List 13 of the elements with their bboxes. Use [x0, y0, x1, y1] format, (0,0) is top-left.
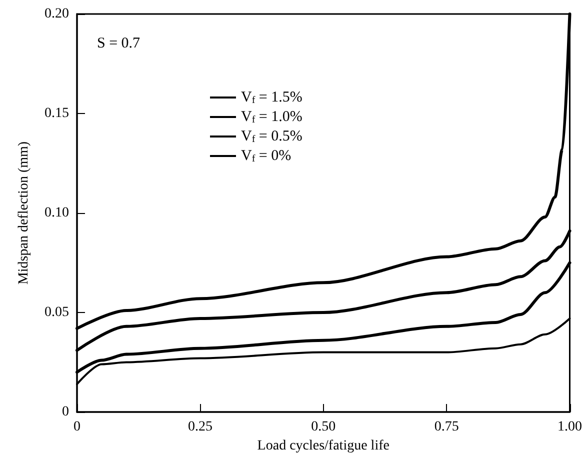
x-axis-title: Load cycles/fatigue life — [257, 438, 390, 454]
y-tick-label: 0.15 — [44, 106, 69, 121]
annotation: S = 0.7 — [97, 36, 141, 52]
x-tick-label: 0.50 — [311, 420, 336, 434]
y-tick-label: 0 — [62, 404, 69, 420]
x-tick-label: 0.25 — [188, 420, 212, 434]
x-tick-label: 0 — [74, 420, 80, 434]
y-tick-label: 0.10 — [44, 206, 69, 220]
y-axis-title: Midspan deflection (mm) — [16, 141, 32, 285]
x-tick-label: 1.00 — [558, 420, 582, 434]
x-tick-label: 0.75 — [434, 420, 459, 434]
y-tick-label: 0.05 — [44, 305, 69, 320]
y-tick-label: 0.20 — [44, 6, 69, 22]
